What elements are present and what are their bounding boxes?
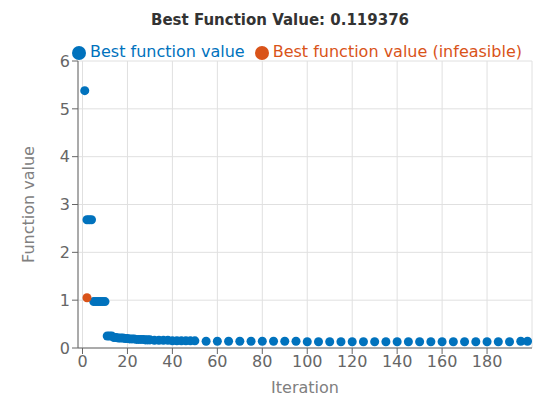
html-text:Best function value: Best function value bbox=[90, 42, 245, 61]
svg-text:1: 1 bbox=[60, 291, 70, 310]
html-text:Best function value (infeasibl: Best function value (infeasible) bbox=[272, 42, 522, 61]
svg-text:160: 160 bbox=[427, 352, 458, 371]
svg-text:0: 0 bbox=[77, 352, 87, 371]
svg-text:20: 20 bbox=[117, 352, 137, 371]
html-text:Best Function Value: 0.119376: Best Function Value: 0.119376 bbox=[151, 11, 409, 29]
svg-text:Function value: Function value bbox=[19, 146, 38, 263]
svg-text:5: 5 bbox=[60, 100, 70, 119]
svg-text:40: 40 bbox=[162, 352, 182, 371]
svg-text:Iteration: Iteration bbox=[271, 378, 339, 397]
svg-text:2: 2 bbox=[60, 243, 70, 262]
svg-text:180: 180 bbox=[472, 352, 503, 371]
svg-text:3: 3 bbox=[60, 195, 70, 214]
svg-text:100: 100 bbox=[292, 352, 323, 371]
svg-text:4: 4 bbox=[60, 147, 70, 166]
svg-text:80: 80 bbox=[252, 352, 272, 371]
svg-text:0: 0 bbox=[60, 339, 70, 358]
svg-text:60: 60 bbox=[207, 352, 227, 371]
svg-text:120: 120 bbox=[337, 352, 368, 371]
svg-text:6: 6 bbox=[60, 52, 70, 71]
svg-text:140: 140 bbox=[382, 352, 413, 371]
